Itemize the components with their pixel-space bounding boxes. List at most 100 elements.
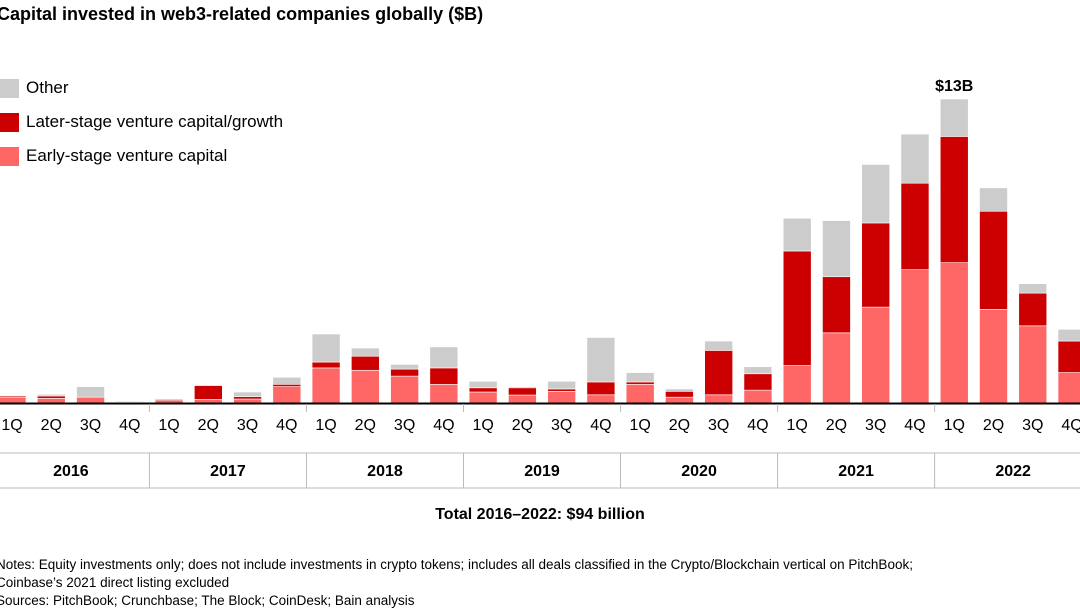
- x-tick-label: 2Q: [512, 417, 533, 434]
- bar-segment: [76, 386, 105, 398]
- x-tick-label: 3Q: [394, 417, 415, 434]
- x-tick-label: 1Q: [629, 417, 650, 434]
- bar-segment: [822, 332, 851, 404]
- x-tick-label: 3Q: [237, 417, 258, 434]
- legend-swatch-later-stage: [0, 112, 19, 132]
- x-tick-label: 4Q: [904, 417, 925, 434]
- x-tick-label: 1Q: [944, 417, 965, 434]
- bar-segment: [979, 210, 1008, 310]
- bar-segment: [0, 395, 27, 398]
- bar-segment: [704, 350, 733, 396]
- bar-segment: [586, 337, 616, 383]
- bar-segment: [154, 399, 184, 401]
- bar-segment: [390, 368, 419, 377]
- bar-segment: [272, 383, 302, 387]
- x-tick-label: 4Q: [747, 417, 768, 434]
- bar-segment: [1057, 340, 1080, 373]
- bar-segment: [861, 222, 891, 308]
- bar-segment: [547, 391, 576, 404]
- bar-segment: [665, 388, 694, 392]
- x-tick-label: 4Q: [433, 417, 454, 434]
- bar-segment: [979, 309, 1008, 404]
- bar-segment: [900, 182, 930, 271]
- legend-label: Later-stage venture capital/growth: [26, 112, 284, 131]
- legend-swatch-early-stage: [0, 146, 19, 166]
- x-tick-label: 3Q: [1022, 417, 1043, 434]
- x-tick-label: 4Q: [590, 417, 611, 434]
- bar-segment: [1018, 292, 1048, 327]
- x-tick-label: 2Q: [826, 417, 847, 434]
- bar-segment: [1057, 372, 1080, 404]
- bar-segment: [861, 164, 891, 224]
- total-label: Total 2016–2022: $94 billion: [435, 506, 645, 523]
- bar-segment: [351, 347, 380, 357]
- x-tick-label: 3Q: [80, 417, 101, 434]
- x-tick-label: 2Q: [669, 417, 690, 434]
- bar-segment: [822, 276, 851, 334]
- legend-label: Other: [26, 78, 69, 97]
- bar-segment: [390, 364, 419, 370]
- bar-segment: [861, 306, 891, 404]
- x-tick-label: 1Q: [787, 417, 808, 434]
- bar-segment: [233, 398, 262, 404]
- peak-annotation: $13B: [935, 78, 973, 95]
- stacked-bar-chart: 1Q 2Q 3Q 4Q 1Q 2Q 3Q 4Q 1Q 2Q 3Q 4Q 1Q 2Q 3Q 4Q 1Q 2Q 3Q 4Q…: [0, 78, 1080, 489]
- year-label: 2019: [524, 463, 560, 480]
- bar-segment: [1057, 329, 1080, 342]
- bar-segment: [0, 396, 27, 404]
- x-tick-label: 1Q: [158, 417, 179, 434]
- bar-segment: [194, 399, 223, 404]
- x-tick-label: 2Q: [41, 417, 62, 434]
- notes-line: Coinbase’s 2021 direct listing excluded: [0, 575, 230, 590]
- bar-segment: [547, 380, 576, 390]
- year-label: 2020: [681, 463, 717, 480]
- legend-item-other: Other: [0, 78, 69, 98]
- x-tick-label: 3Q: [708, 417, 729, 434]
- bar-segment: [1018, 283, 1048, 294]
- bar-segment: [782, 250, 812, 366]
- bar-segment: [311, 367, 341, 404]
- bar-segment: [36, 398, 66, 404]
- bar-segment: [625, 381, 655, 385]
- bar-segment: [939, 98, 969, 137]
- bar-segment: [547, 388, 576, 392]
- bar-segment: [586, 381, 616, 396]
- bar-segment: [625, 383, 655, 404]
- bar-segment: [1018, 325, 1048, 404]
- bar-segment: [468, 380, 498, 389]
- notes-line: Notes: Equity investments only; does not…: [0, 557, 913, 572]
- bar-segment: [743, 389, 773, 404]
- year-label: 2022: [995, 463, 1031, 480]
- x-tick-label: 4Q: [276, 417, 297, 434]
- bar-segment: [782, 365, 812, 404]
- bar-segment: [704, 340, 733, 351]
- bar-segment: [586, 394, 616, 404]
- bar-segment: [36, 394, 66, 397]
- bar-segment: [468, 387, 498, 393]
- bar-segment: [311, 361, 341, 369]
- bar-segment: [194, 385, 223, 400]
- bar-segment: [900, 269, 930, 404]
- bar-segment: [743, 373, 773, 391]
- x-tick-label: 3Q: [865, 417, 886, 434]
- bar-segment: [508, 394, 537, 404]
- year-label: 2017: [210, 463, 246, 480]
- bar-segment: [468, 391, 498, 404]
- bar-segment: [36, 395, 66, 399]
- bar-segment: [508, 386, 537, 389]
- bar-segment: [272, 386, 302, 404]
- legend-label: Early-stage venture capital: [26, 146, 228, 165]
- bar-segment: [743, 366, 773, 375]
- x-tick-label: 1Q: [472, 417, 493, 434]
- x-tick-label: 3Q: [551, 417, 572, 434]
- legend-swatch-other: [0, 78, 19, 98]
- bar-segment: [351, 355, 380, 371]
- bar-segment: [429, 383, 459, 404]
- bar-segment: [311, 333, 341, 363]
- sources-line: Sources: PitchBook; Crunchbase; The Bloc…: [0, 593, 415, 608]
- bar-segment: [665, 391, 694, 398]
- bar-segment: [233, 391, 262, 397]
- year-label: 2021: [838, 463, 874, 480]
- bar-segment: [508, 387, 537, 396]
- x-tick-label: 4Q: [119, 417, 140, 434]
